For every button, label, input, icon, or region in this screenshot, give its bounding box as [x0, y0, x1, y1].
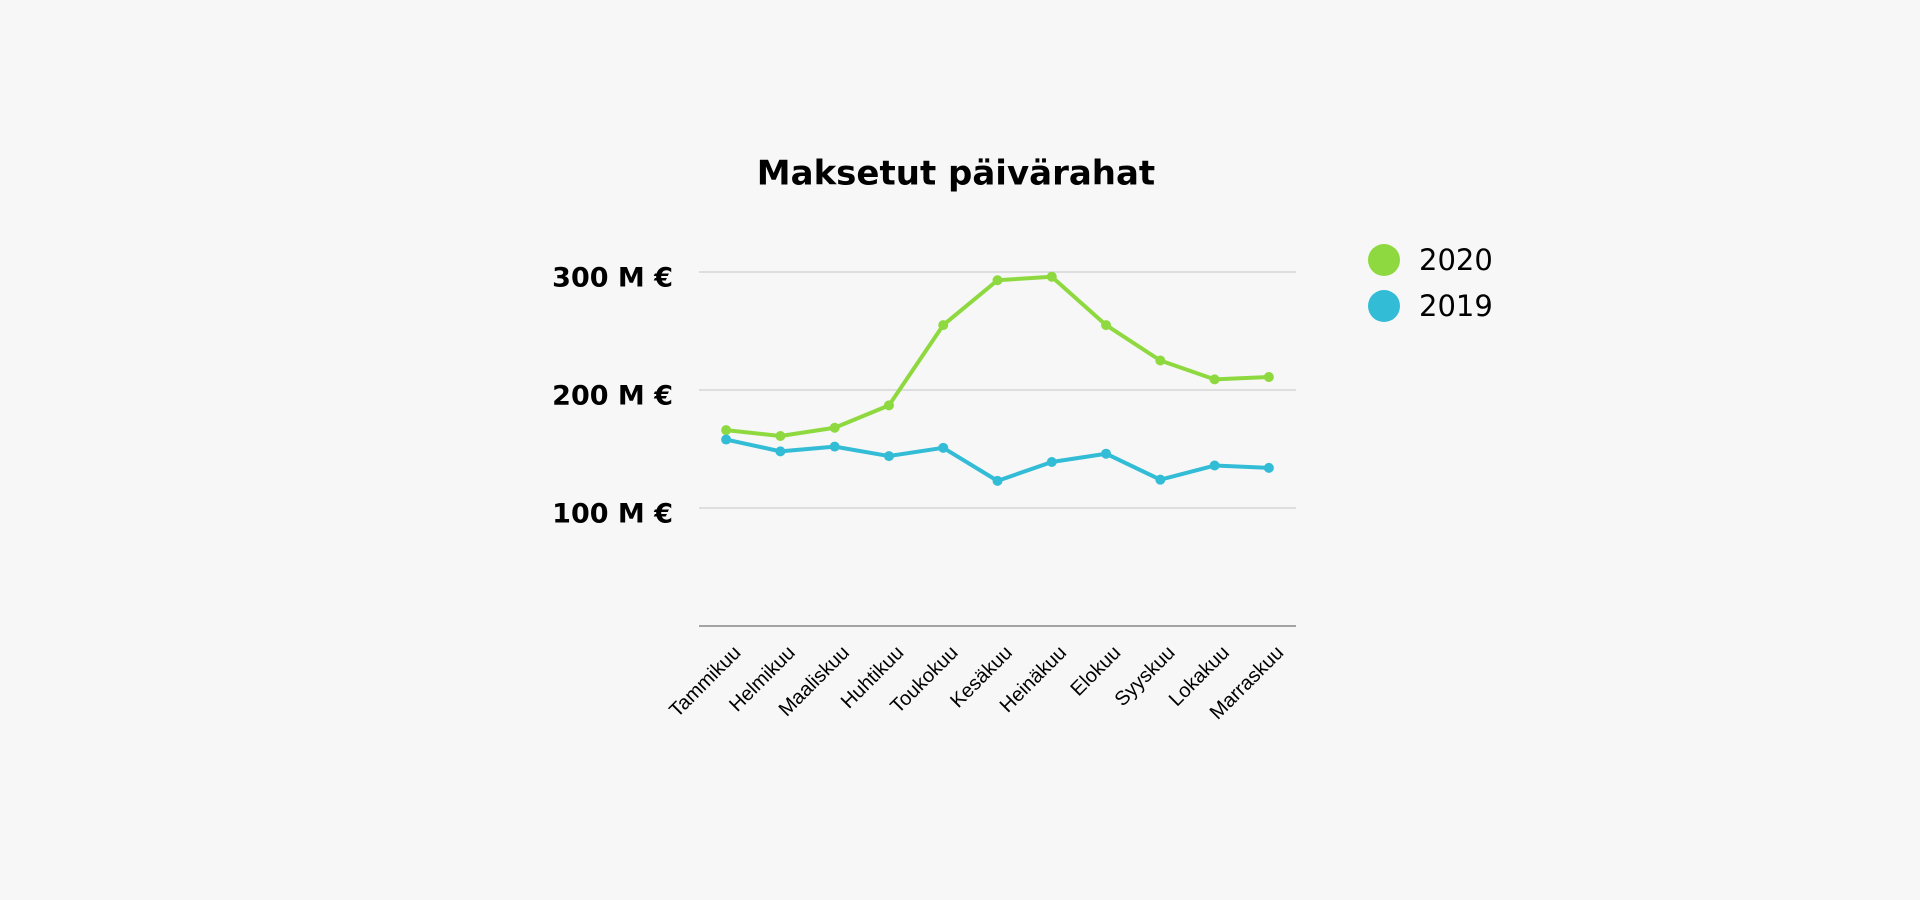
legend-marker [1368, 290, 1400, 322]
data-point [775, 431, 786, 442]
data-point [1209, 374, 1220, 385]
data-point [829, 422, 840, 433]
data-point [1046, 456, 1057, 467]
data-point [1046, 271, 1057, 282]
y-tick-label: 200 M € [552, 381, 673, 412]
data-point [992, 475, 1003, 486]
data-point [1263, 462, 1274, 473]
data-point [992, 275, 1003, 286]
legend-label: 2019 [1419, 289, 1493, 323]
data-point [721, 425, 732, 436]
y-tick-label: 100 M € [552, 499, 673, 530]
data-point [1209, 460, 1220, 471]
data-point [938, 320, 949, 331]
data-point [1101, 320, 1112, 331]
data-point [938, 442, 949, 453]
data-point [1155, 474, 1166, 485]
series-line [725, 274, 1269, 439]
series-line [725, 437, 1269, 483]
chart-title: Maksetut päivärahat [757, 154, 1155, 194]
data-point [721, 434, 732, 445]
data-point [829, 441, 840, 452]
data-point [883, 451, 894, 462]
data-point [1263, 372, 1274, 383]
y-tick-label: 300 M € [552, 263, 673, 294]
data-point [775, 446, 786, 457]
data-point [1101, 448, 1112, 459]
data-point [1155, 355, 1166, 366]
data-point [883, 400, 894, 411]
legend-label: 2020 [1419, 243, 1493, 277]
legend-marker [1368, 244, 1400, 276]
